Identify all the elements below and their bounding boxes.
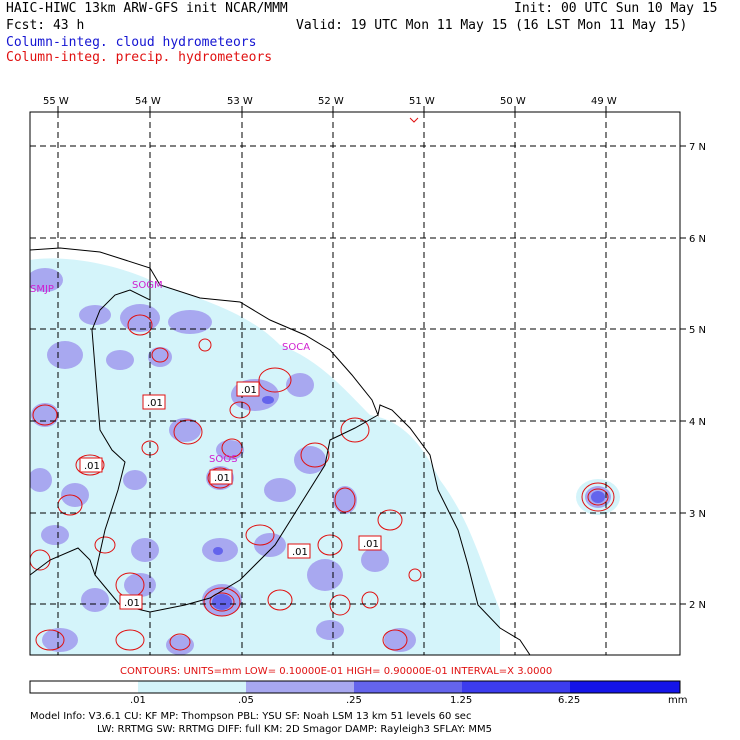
contour-label: .01 (241, 385, 257, 396)
contour-label: .01 (124, 598, 140, 609)
lon-label: 53 W (227, 96, 253, 107)
lat-label: 5 N (689, 325, 706, 336)
model-info-line2: LW: RRTMG SW: RRTMG DIFF: full KM: 2D Sm… (97, 724, 493, 735)
init-time: Init: 00 UTC Sun 10 May 15 (514, 1, 718, 16)
hydrometeor-fields (30, 117, 620, 655)
cloud-fill-medium (30, 268, 611, 655)
lat-label: 4 N (689, 417, 706, 428)
coastline-borders (30, 247, 531, 655)
station-soos: SOOS (209, 454, 237, 465)
lon-label: 52 W (318, 96, 344, 107)
station-labels: SMJP SOGM SOCA SOOS (30, 280, 310, 465)
contour-label: .01 (363, 539, 379, 550)
lon-label: 50 W (500, 96, 526, 107)
legend-cloud-hydrometeors: Column-integ. cloud hydrometeors (6, 35, 257, 50)
lon-label: 49 W (591, 96, 617, 107)
lat-label: 2 N (689, 600, 706, 611)
lat-label: 7 N (689, 142, 706, 153)
station-sogm: SOGM (132, 280, 163, 291)
lat-label: 6 N (689, 234, 706, 245)
lon-labels: 55 W 54 W 53 W 52 W 51 W 50 W 49 W (43, 96, 617, 107)
contour-info: CONTOURS: UNITS=mm LOW= 0.10000E-01 HIGH… (120, 666, 553, 677)
plot-title: HAIC-HIWC 13km ARW-GFS init NCAR/MMM (6, 1, 288, 16)
colorbar-label: .01 (130, 695, 146, 706)
lon-label: 54 W (135, 96, 161, 107)
contour-value-labels: .01 .01 .01 .01 .01 .01 (79, 381, 382, 559)
model-info-line1: Model Info: V3.6.1 CU: KF MP: Thompson P… (30, 711, 472, 722)
graticule (30, 112, 680, 655)
forecast-hour: Fcst: 43 h (6, 18, 85, 33)
contour-label: .01 (84, 461, 100, 472)
contour-label: .01 (147, 398, 163, 409)
colorbar-label: 6.25 (558, 695, 581, 706)
contour-label: .01 (214, 473, 230, 484)
cloud-fill-strong (212, 396, 605, 610)
tick-marks (57, 106, 686, 605)
precip-contours (30, 117, 615, 651)
colorbar-label: 1.25 (450, 695, 473, 706)
valid-time: Valid: 19 UTC Mon 11 May 15 (16 LST Mon … (296, 18, 688, 33)
colorbar-labels: .01 .05 .25 1.25 6.25 mm (0, 695, 740, 707)
contour-label: .01 (292, 547, 308, 558)
colorbar-label: .25 (346, 695, 362, 706)
lon-label: 55 W (43, 96, 69, 107)
colorbar (29, 680, 681, 694)
lat-label: 3 N (689, 509, 706, 520)
station-smjp: SMJP (30, 284, 54, 295)
contour-value-labels-extra: .01 (119, 594, 143, 610)
colorbar-units: mm (668, 695, 688, 706)
station-soca: SOCA (282, 342, 310, 353)
colorbar-label: .05 (238, 695, 254, 706)
lon-label: 51 W (409, 96, 435, 107)
legend-precip-hydrometeors: Column-integ. precip. hydrometeors (6, 50, 273, 65)
map-frame (29, 111, 681, 656)
lat-labels: 7 N 6 N 5 N 4 N 3 N 2 N (689, 142, 706, 611)
